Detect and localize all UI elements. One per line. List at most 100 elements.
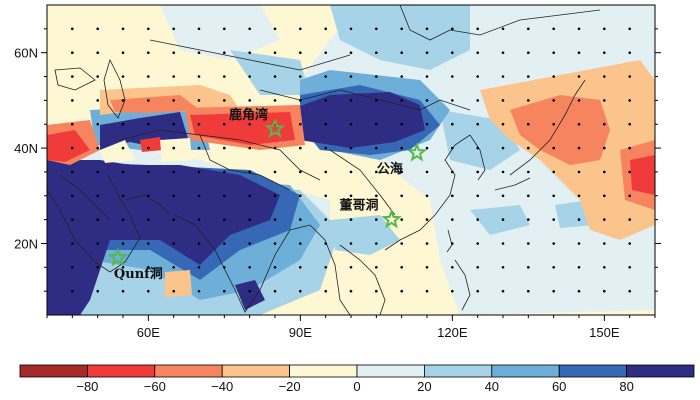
stipple-dot (197, 218, 201, 221)
stipple-dot (375, 146, 378, 150)
stipple-dot (121, 122, 125, 126)
stipple-dot (147, 51, 150, 54)
stipple-dot (223, 27, 226, 31)
stipple-dot (248, 146, 251, 150)
stipple-dot (147, 146, 150, 150)
stipple-dot (375, 99, 378, 102)
stipple-dot (273, 99, 277, 102)
stipple-dot (197, 266, 201, 269)
stipple-dot (71, 242, 74, 245)
stipple-dot (324, 27, 328, 31)
colorbar-tick-label: 80 (619, 379, 633, 394)
stipple-dot (172, 194, 175, 198)
stipple-dot (501, 242, 505, 245)
stipple-dot (223, 51, 226, 54)
stipple-dot (71, 27, 74, 31)
x-axis: 60E 90E 120E 150E (46, 315, 656, 340)
stipple-dot (527, 99, 530, 102)
stipple-dot (628, 146, 631, 150)
y-tick-label: 20N (14, 236, 38, 251)
stipple-dot (400, 266, 404, 269)
stipple-dot (527, 75, 530, 78)
stipple-dot (248, 122, 251, 126)
x-tick-label: 90E (289, 325, 312, 340)
stipple-dot (121, 99, 125, 102)
stipple-dot (476, 51, 480, 54)
stipple-dot (375, 122, 378, 126)
stipple-dot (400, 242, 404, 245)
stipple-dot (349, 51, 353, 54)
stipple-dot (147, 266, 150, 269)
stipple-dot (476, 146, 480, 150)
stipple-dot (172, 27, 175, 31)
stipple-dot (197, 289, 201, 293)
colorbar-tick-label: −60 (144, 379, 166, 394)
stipple-dot (147, 242, 150, 245)
stipple-dot (223, 218, 226, 221)
stipple-dot (476, 266, 480, 269)
stipple-dot (71, 122, 74, 126)
stipple-dot (577, 75, 581, 78)
field-medium-blue (330, 215, 400, 255)
stipple-dot (603, 51, 606, 54)
stipple-dot (425, 99, 429, 102)
stipple-dot (628, 170, 631, 174)
stipple-dot (552, 122, 555, 126)
stipple-dot (628, 218, 631, 221)
stipple-dot (451, 99, 454, 102)
stipple-dot (577, 27, 581, 31)
stipple-dot (501, 170, 505, 174)
colorbar-segment (423, 364, 493, 378)
colorbar-segment (221, 364, 290, 378)
stipple-dot (451, 75, 454, 78)
stipple-dot (299, 122, 302, 126)
stipple-dot (299, 27, 302, 31)
field-light-blue (160, 5, 280, 60)
stipple-dot (501, 99, 505, 102)
stipple-dot (172, 218, 175, 221)
stipple-dot (425, 218, 429, 221)
stipple-dot (121, 266, 125, 269)
stipple-dot (501, 27, 505, 31)
stipple-dot (121, 170, 125, 174)
stipple-dot (349, 75, 353, 78)
stipple-dot (147, 75, 150, 78)
stipple-dot (400, 27, 404, 31)
stipple-dot (375, 75, 378, 78)
stipple-dot (400, 146, 404, 150)
stipple-dot (223, 170, 226, 174)
stipple-dot (96, 27, 99, 31)
colorbar-segment (558, 364, 628, 378)
coastlines (47, 5, 601, 315)
stipple-dot (577, 146, 581, 150)
stipple-dot (324, 218, 328, 221)
stipple-dot (273, 194, 277, 198)
stipple-dot (96, 289, 99, 293)
stipple-dot (552, 194, 555, 198)
stipple-dot (223, 194, 226, 198)
stipple-dot (552, 75, 555, 78)
stipple-dot (273, 242, 277, 245)
stipple-dot (349, 266, 353, 269)
field-deep-blue (290, 92, 425, 148)
stipple-dot (299, 218, 302, 221)
stipple-dot (71, 289, 74, 293)
stipple-dot (400, 51, 404, 54)
stipple-dot (603, 289, 606, 293)
stipple-dot (273, 218, 277, 221)
stipple-dot (425, 266, 429, 269)
stipple-dot (299, 289, 302, 293)
x-tick-label: 60E (137, 325, 160, 340)
stipple-dot (552, 242, 555, 245)
stipple-dot (527, 146, 530, 150)
stipple-dot (121, 51, 125, 54)
stipple-dot (375, 289, 378, 293)
stipple-dot (248, 218, 251, 221)
stipple-dot (71, 51, 74, 54)
stipple-dot (577, 266, 581, 269)
stipple-dot (400, 99, 404, 102)
stipple-dot (197, 75, 201, 78)
stipple-dot (628, 27, 631, 31)
y-axis: 20N 40N 60N (14, 28, 661, 292)
